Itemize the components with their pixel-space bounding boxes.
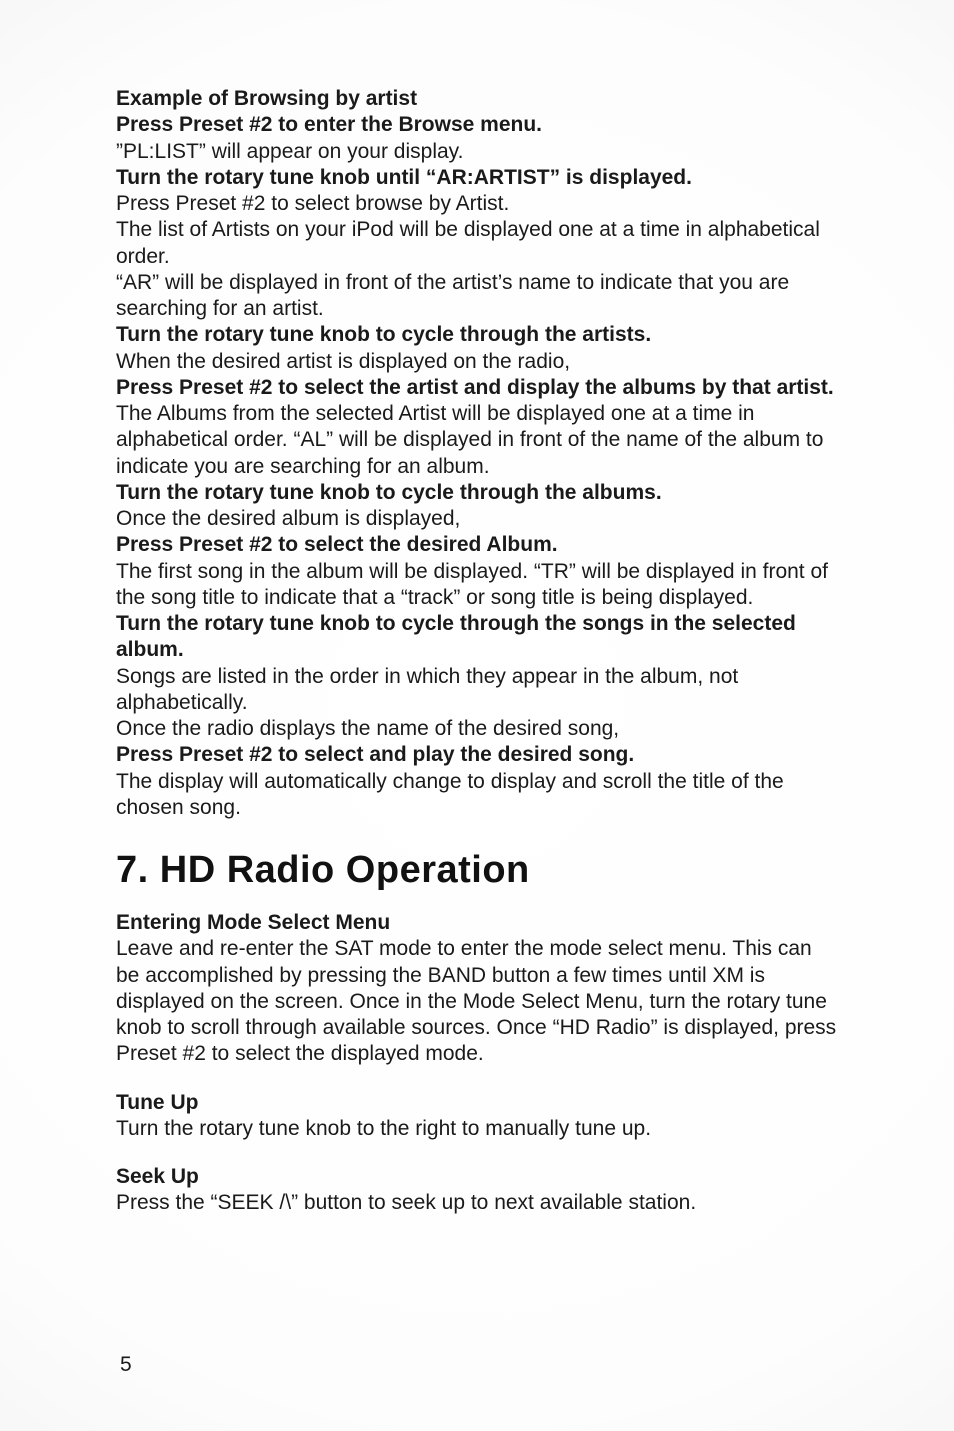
instruction-line: Turn the rotary tune knob to cycle throu… [116, 611, 838, 664]
subsection-body: Leave and re-enter the SAT mode to enter… [116, 936, 838, 1067]
section-heading-hd-radio: 7. HD Radio Operation [116, 849, 838, 892]
subsection-heading: Tune Up [116, 1090, 838, 1116]
instruction-line: Press Preset #2 to enter the Browse menu… [116, 112, 838, 138]
instruction-line: Press Preset #2 to select the desired Al… [116, 532, 838, 558]
subsection-body: Press the “SEEK /\” button to seek up to… [116, 1190, 838, 1216]
instruction-line: The first song in the album will be disp… [116, 559, 838, 612]
page-number: 5 [120, 1353, 132, 1377]
instruction-line: Press Preset #2 to select the artist and… [116, 375, 838, 401]
instruction-line: The Albums from the selected Artist will… [116, 401, 838, 480]
subsection-body: Turn the rotary tune knob to the right t… [116, 1116, 838, 1142]
instruction-line: Once the radio displays the name of the … [116, 716, 838, 742]
instruction-line: ”PL:LIST” will appear on your display. [116, 139, 838, 165]
instruction-line: Example of Browsing by artist [116, 86, 838, 112]
instruction-line: Turn the rotary tune knob until “AR:ARTI… [116, 165, 838, 191]
instruction-line: Press Preset #2 to select browse by Arti… [116, 191, 838, 217]
instruction-line: Press Preset #2 to select and play the d… [116, 742, 838, 768]
instruction-line: When the desired artist is displayed on … [116, 349, 838, 375]
hd-radio-blocks: Entering Mode Select MenuLeave and re-en… [116, 910, 838, 1217]
page-content: Example of Browsing by artistPress Prese… [0, 0, 954, 1257]
instruction-line: “AR” will be displayed in front of the a… [116, 270, 838, 323]
instruction-line: The list of Artists on your iPod will be… [116, 217, 838, 270]
browsing-instructions: Example of Browsing by artistPress Prese… [116, 86, 838, 821]
instruction-line: Songs are listed in the order in which t… [116, 664, 838, 717]
instruction-line: The display will automatically change to… [116, 769, 838, 822]
instruction-line: Turn the rotary tune knob to cycle throu… [116, 480, 838, 506]
subsection-heading: Seek Up [116, 1164, 838, 1190]
subsection-heading: Entering Mode Select Menu [116, 910, 838, 936]
instruction-line: Once the desired album is displayed, [116, 506, 838, 532]
instruction-line: Turn the rotary tune knob to cycle throu… [116, 322, 838, 348]
